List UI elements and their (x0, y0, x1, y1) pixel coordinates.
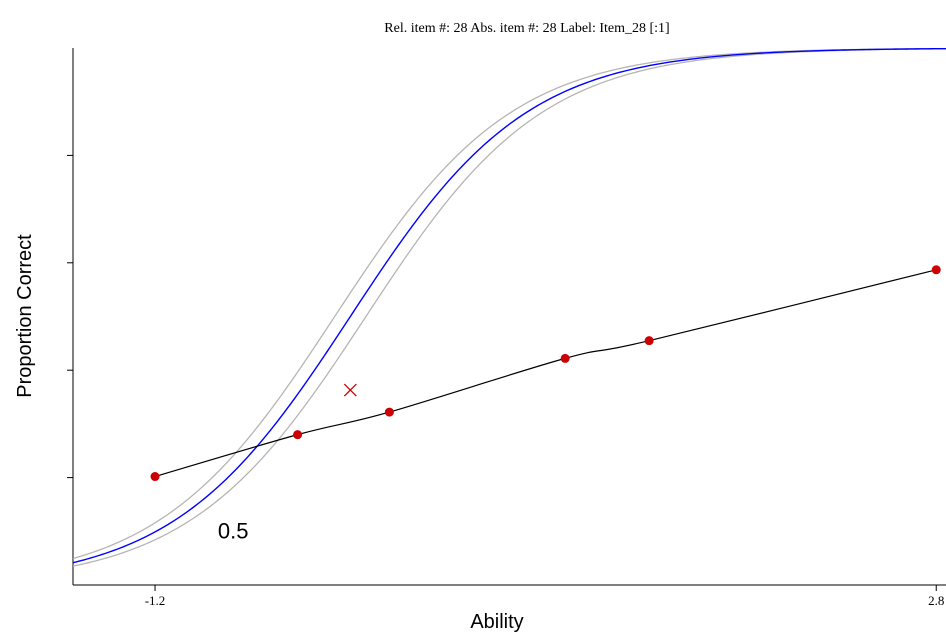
y-ticks (67, 154, 73, 479)
plot-frame (72, 48, 946, 586)
item-marker-stroke-b (343, 383, 357, 397)
item-location-marker (343, 383, 357, 397)
x-ticks: -1.2 2.8 (145, 585, 944, 608)
y-axis-label: Proportion Correct (14, 234, 36, 398)
empirical-points (150, 265, 941, 482)
empirical-point-0 (150, 472, 160, 482)
confidence-band-lower (73, 48, 946, 567)
plot-area (73, 48, 946, 567)
confidence-band-upper (73, 48, 946, 560)
x-axis-label: Ability (470, 611, 523, 633)
empirical-curve (154, 269, 937, 478)
annotation-label: 0.5 (218, 518, 249, 543)
model-icc-curve (73, 48, 946, 564)
x-tick-label-0: -1.2 (145, 593, 166, 608)
empirical-point-3 (560, 353, 570, 363)
empirical-point-1 (293, 430, 303, 440)
x-tick-label-1: 2.8 (928, 593, 944, 608)
empirical-point-5 (931, 265, 941, 275)
empirical-point-4 (644, 336, 654, 346)
empirical-point-2 (384, 407, 394, 417)
chart-title: Rel. item #: 28 Abs. item #: 28 Label: I… (384, 21, 669, 36)
